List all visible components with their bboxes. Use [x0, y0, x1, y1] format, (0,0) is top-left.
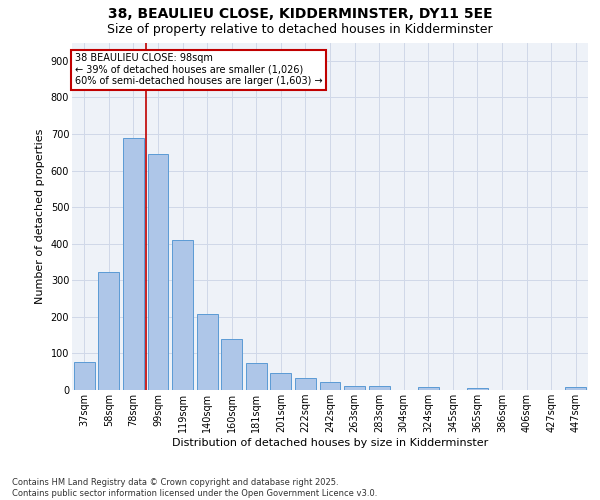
Bar	[418, 388, 439, 390]
Bar	[368, 386, 389, 390]
Text: Size of property relative to detached houses in Kidderminster: Size of property relative to detached ho…	[107, 22, 493, 36]
Y-axis label: Number of detached properties: Number of detached properties	[35, 128, 45, 304]
Bar	[98, 272, 119, 390]
Bar	[565, 388, 586, 390]
Text: 38 BEAULIEU CLOSE: 98sqm
← 39% of detached houses are smaller (1,026)
60% of sem: 38 BEAULIEU CLOSE: 98sqm ← 39% of detach…	[74, 53, 322, 86]
Bar	[295, 378, 316, 390]
Bar	[172, 240, 193, 390]
Bar	[148, 154, 169, 390]
X-axis label: Distribution of detached houses by size in Kidderminster: Distribution of detached houses by size …	[172, 438, 488, 448]
Bar	[246, 362, 267, 390]
Bar	[344, 386, 365, 390]
Bar	[320, 382, 340, 390]
Bar	[221, 339, 242, 390]
Bar	[74, 362, 95, 390]
Bar	[467, 388, 488, 390]
Bar	[197, 314, 218, 390]
Bar	[123, 138, 144, 390]
Bar	[271, 373, 292, 390]
Text: 38, BEAULIEU CLOSE, KIDDERMINSTER, DY11 5EE: 38, BEAULIEU CLOSE, KIDDERMINSTER, DY11 …	[107, 8, 493, 22]
Text: Contains HM Land Registry data © Crown copyright and database right 2025.
Contai: Contains HM Land Registry data © Crown c…	[12, 478, 377, 498]
